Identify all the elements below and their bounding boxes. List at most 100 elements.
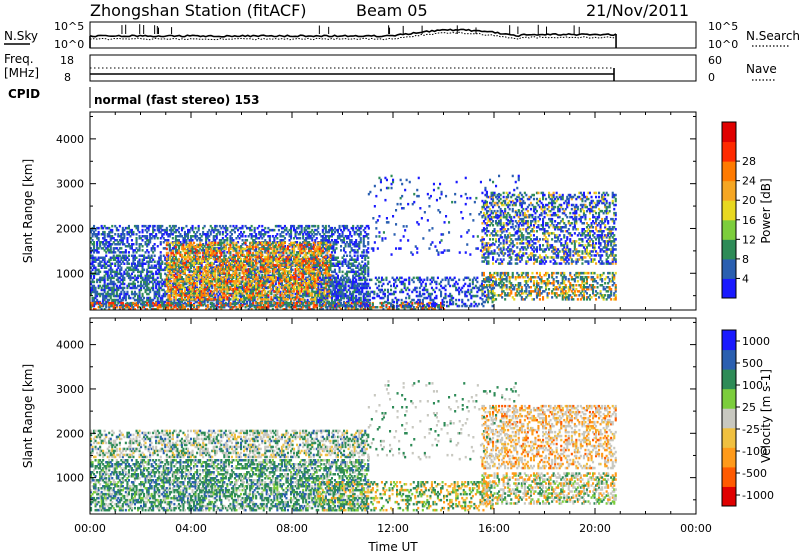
heatmap-cell [124, 268, 127, 272]
heatmap-cell [182, 255, 185, 259]
heatmap-cell [233, 243, 236, 247]
heatmap-cell [147, 278, 150, 282]
heatmap-cell [118, 247, 121, 250]
heatmap-cell [355, 241, 358, 244]
heatmap-cell [146, 278, 149, 282]
heatmap-cell [355, 258, 358, 261]
heatmap-cell [265, 241, 268, 245]
heatmap-cell [93, 274, 96, 278]
heatmap-cell [126, 241, 129, 244]
heatmap-cell [270, 243, 273, 246]
heatmap-cell [291, 245, 294, 248]
heatmap-cell [240, 280, 243, 284]
heatmap-cell [152, 288, 155, 292]
heatmap-cell [296, 251, 299, 254]
heatmap-cell [212, 262, 215, 265]
heatmap-cell [97, 251, 100, 254]
heatmap-cell [96, 241, 99, 244]
heatmap-cell [286, 270, 289, 274]
heatmap-cell [106, 298, 109, 302]
heatmap-cell [143, 280, 146, 284]
heatmap-cell [96, 290, 99, 294]
heatmap-cell [167, 296, 170, 299]
heatmap-cell [149, 260, 152, 263]
heatmap-cell [109, 239, 112, 242]
heatmap-cell [229, 286, 232, 289]
heatmap-cell [330, 235, 333, 238]
heatmap-cell [273, 280, 276, 283]
heatmap-cell [206, 243, 209, 247]
heatmap-cell [129, 278, 132, 282]
heatmap-cell [358, 233, 361, 236]
heatmap-cell [109, 292, 112, 296]
heatmap-cell [240, 264, 243, 267]
heatmap-cell [297, 226, 300, 230]
heatmap-cell [108, 226, 111, 230]
heatmap-cell [338, 278, 341, 282]
heatmap-cell [332, 243, 335, 246]
heatmap-cell [138, 262, 141, 265]
heatmap-cell [317, 264, 320, 267]
heatmap-cell [311, 256, 314, 259]
heatmap-cell [146, 249, 149, 252]
heatmap-cell [132, 292, 135, 296]
heatmap-cell [237, 273, 240, 277]
heatmap-cell [327, 230, 330, 234]
heatmap-cell [224, 280, 227, 283]
heatmap-cell [335, 290, 338, 294]
heatmap-cell [196, 239, 199, 242]
heatmap-cell [97, 292, 100, 296]
heatmap-cell [238, 274, 241, 278]
heatmap-cell [230, 280, 233, 283]
heatmap-cell [177, 290, 180, 294]
heatmap-cell [141, 266, 144, 269]
heatmap-cell [256, 243, 259, 246]
heatmap-cell [279, 259, 282, 263]
heatmap-cell [199, 233, 202, 236]
heatmap-cell [327, 228, 330, 232]
heatmap-cell [120, 239, 123, 242]
heatmap-cell [256, 245, 259, 249]
heatmap-cell [193, 286, 196, 290]
heatmap-cell [191, 294, 194, 297]
heatmap-cell [112, 256, 115, 259]
heatmap-cell [238, 263, 241, 267]
heatmap-cell [256, 276, 259, 279]
heatmap-cell [276, 251, 279, 254]
heatmap-cell [176, 258, 179, 261]
heatmap-cell [150, 272, 153, 276]
heatmap-cell [311, 288, 314, 292]
heatmap-cell [158, 256, 161, 259]
heatmap-cell [158, 292, 161, 296]
heatmap-cell [338, 266, 341, 269]
heatmap-cell [118, 239, 121, 242]
heatmap-cell [246, 249, 249, 252]
heatmap-cell [114, 256, 117, 259]
heatmap-cell [105, 270, 108, 274]
heatmap-cell [156, 245, 159, 248]
heatmap-cell [173, 282, 176, 285]
heatmap-cell [197, 255, 200, 259]
heatmap-cell [93, 247, 96, 250]
heatmap-cell [350, 264, 353, 267]
heatmap-cell [115, 270, 118, 274]
heatmap-cell [199, 290, 202, 293]
heatmap-cell [203, 292, 206, 295]
heatmap-cell [196, 235, 199, 238]
heatmap-cell [241, 271, 244, 275]
heatmap-cell [220, 251, 223, 255]
heatmap-cell [299, 230, 302, 234]
heatmap-cell [159, 268, 162, 272]
heatmap-cell [153, 266, 156, 269]
heatmap-cell [364, 258, 367, 261]
heatmap-cell [193, 294, 196, 298]
heatmap-cell [223, 255, 226, 259]
heatmap-cell [253, 245, 256, 249]
heatmap-cell [94, 268, 97, 272]
heatmap-cell [361, 272, 364, 276]
heatmap-cell [182, 294, 185, 297]
heatmap-cell [296, 288, 299, 292]
heatmap-cell [250, 296, 253, 299]
heatmap-cell [114, 247, 117, 250]
heatmap-cell [120, 247, 123, 250]
